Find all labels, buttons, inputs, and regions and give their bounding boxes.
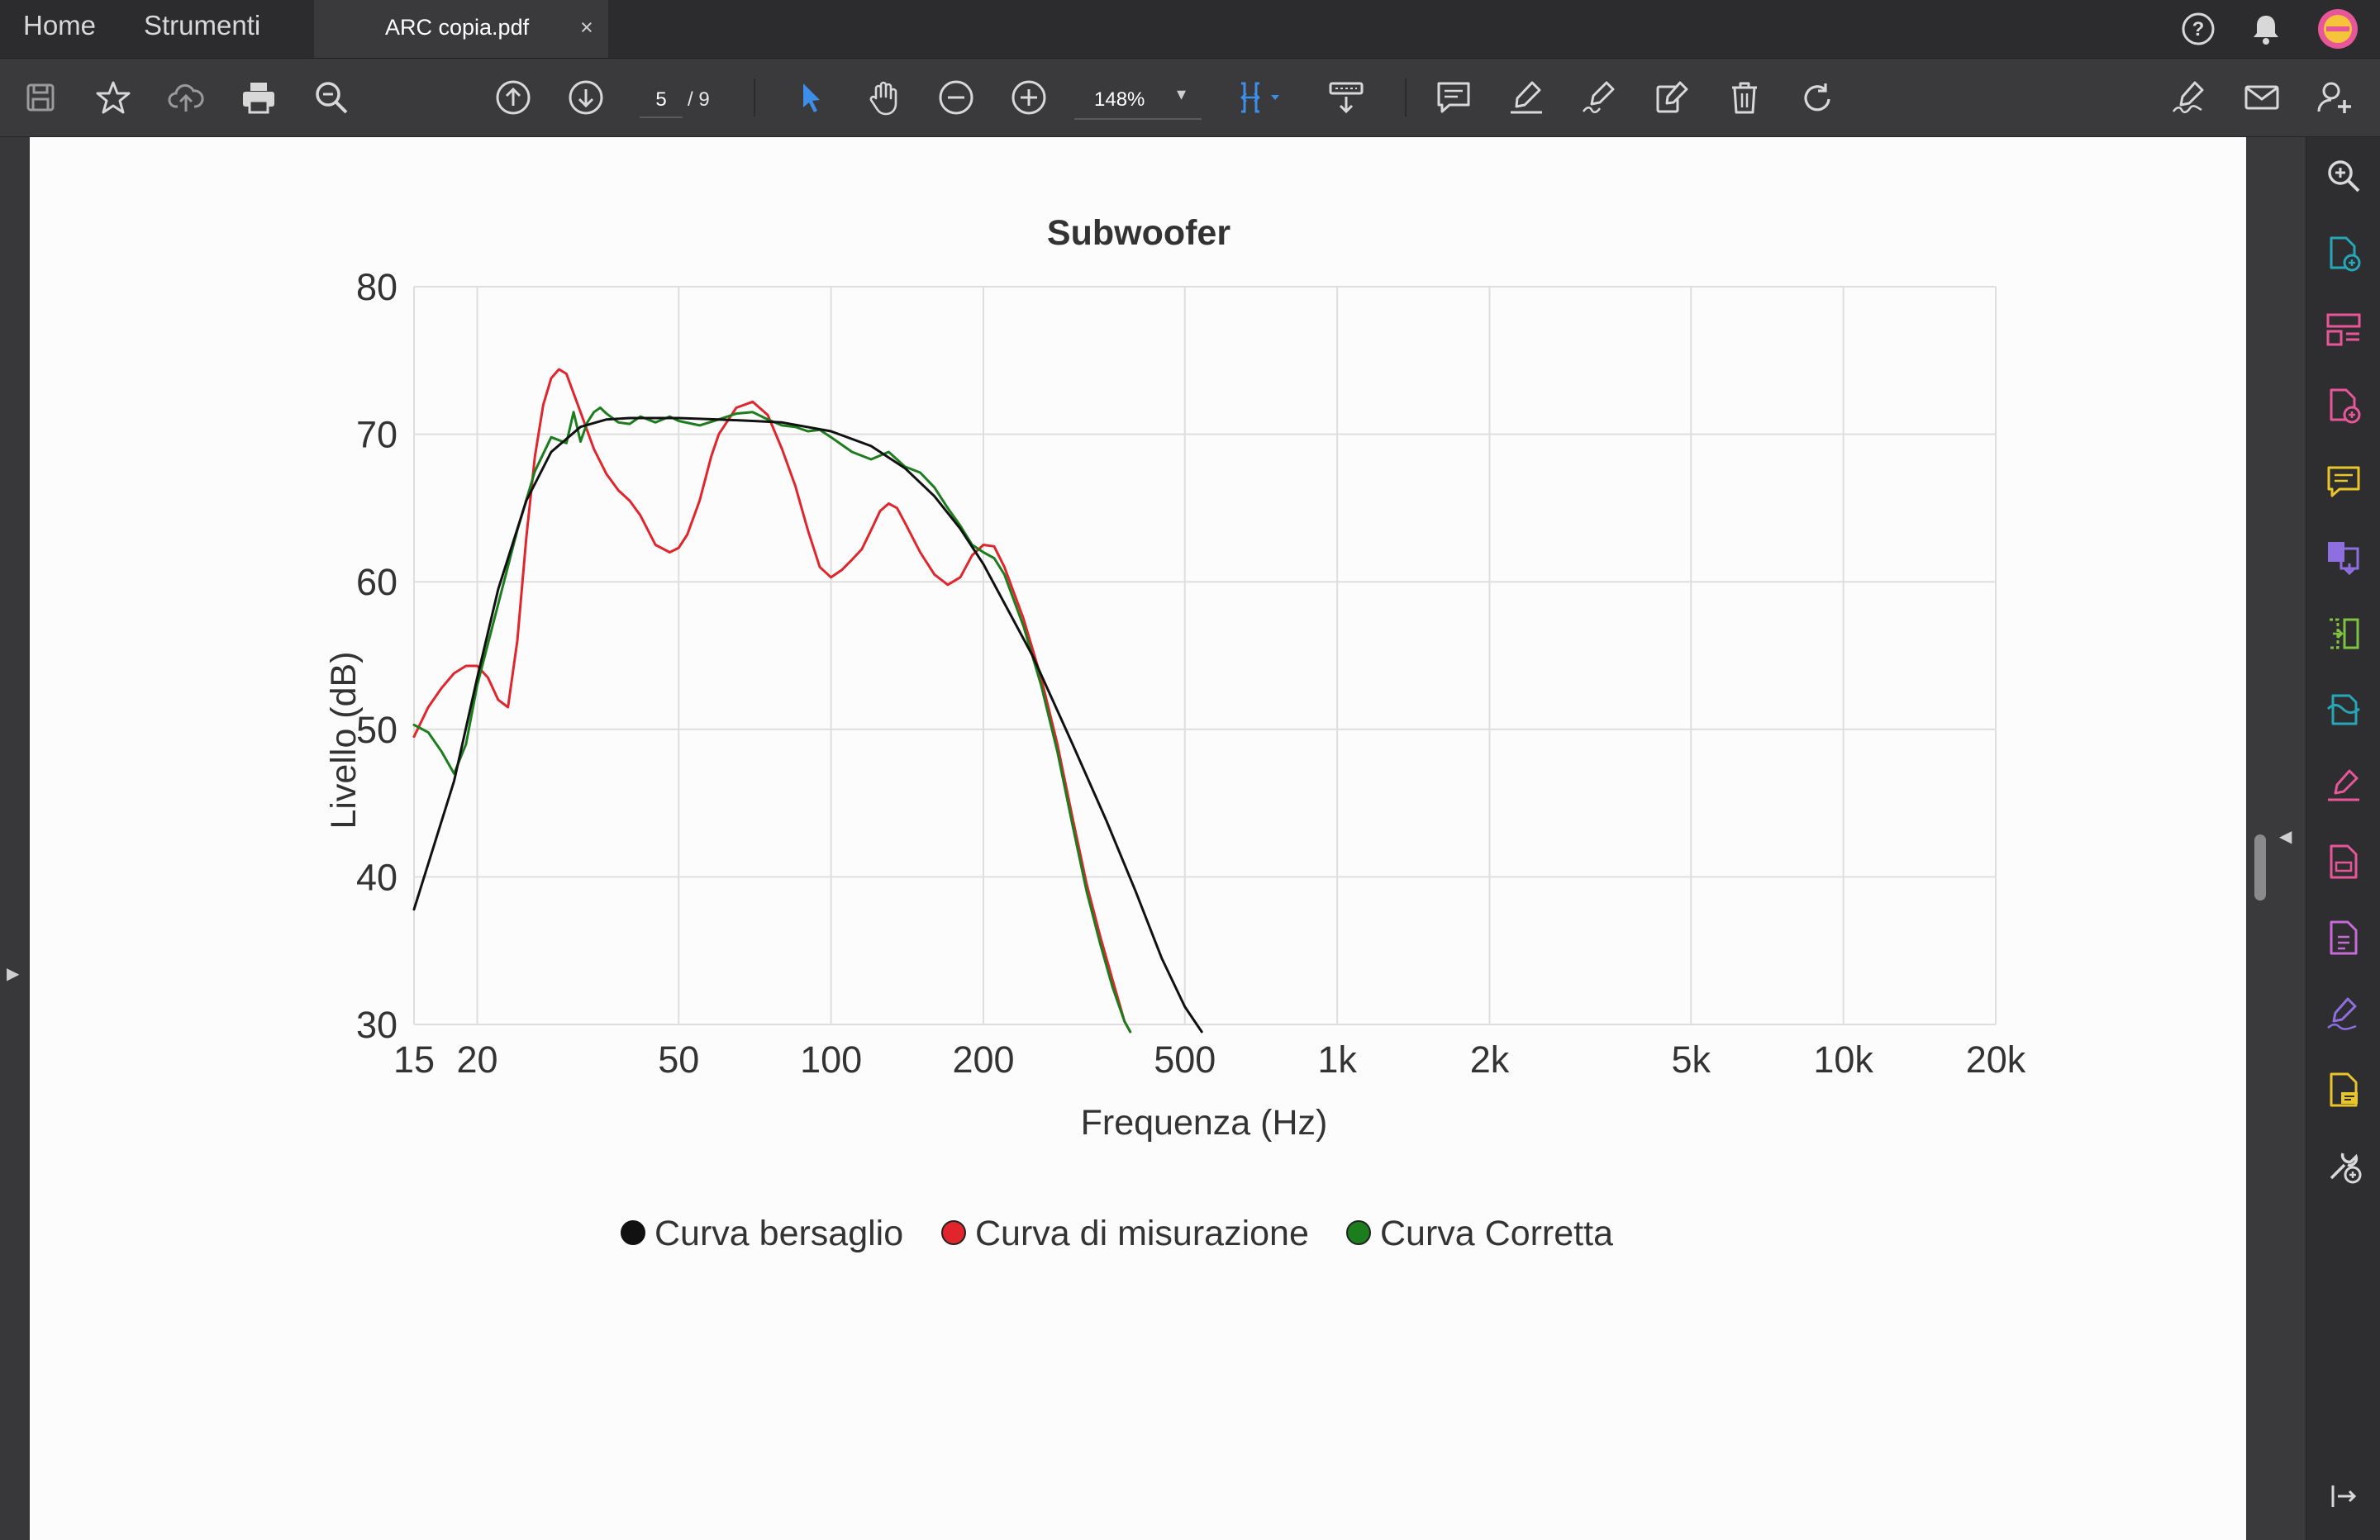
x-tick-label: 2k bbox=[1470, 1039, 1510, 1081]
legend-measured-marker bbox=[941, 1220, 966, 1245]
toolbar-divider bbox=[754, 78, 755, 116]
more-tools-icon[interactable] bbox=[2323, 1145, 2364, 1186]
tab-tools[interactable]: Strumenti bbox=[144, 10, 261, 40]
zoom-search-icon[interactable] bbox=[2323, 155, 2364, 197]
sign-icon[interactable] bbox=[2323, 993, 2364, 1034]
x-tick-label: 15 bbox=[393, 1039, 435, 1081]
zoom-select[interactable]: 148% ▾ bbox=[1074, 77, 1202, 120]
x-tick-label: 50 bbox=[658, 1039, 699, 1081]
comment-icon[interactable] bbox=[1433, 77, 1474, 118]
page-up-icon[interactable] bbox=[493, 77, 534, 118]
expand-left-panel-icon[interactable]: ▶ bbox=[7, 965, 20, 983]
x-axis-title: Frequenza (Hz) bbox=[1081, 1103, 1328, 1143]
y-tick-label: 50 bbox=[356, 709, 397, 751]
chart-title: Subwoofer bbox=[1047, 213, 1230, 253]
scrollbar-thumb[interactable] bbox=[2254, 834, 2266, 901]
hand-icon[interactable] bbox=[863, 77, 904, 118]
page-total: / 9 bbox=[688, 88, 710, 111]
chart-legend: Curva bersaglio Curva di misurazione Curva… bbox=[621, 1214, 1613, 1253]
corrected-curve-line bbox=[412, 406, 1132, 1034]
legend-corrected-marker bbox=[1346, 1220, 1371, 1245]
select-arrow-icon[interactable] bbox=[790, 77, 831, 118]
rotate-icon[interactable] bbox=[1797, 77, 1838, 118]
x-tick-label: 5k bbox=[1671, 1039, 1711, 1081]
y-tick-label: 30 bbox=[356, 1004, 397, 1046]
chart-series bbox=[412, 368, 1203, 1034]
star-icon[interactable] bbox=[93, 77, 134, 118]
y-tick-label: 60 bbox=[356, 561, 397, 603]
email-icon[interactable] bbox=[2241, 77, 2282, 118]
compare-icon[interactable] bbox=[2323, 613, 2364, 654]
combine-files-icon[interactable] bbox=[2323, 537, 2364, 578]
tab-document[interactable]: ARC copia.pdf × bbox=[314, 0, 608, 58]
x-tick-label: 500 bbox=[1154, 1039, 1216, 1081]
notes-icon[interactable] bbox=[2323, 1069, 2364, 1110]
zoom-search-icon[interactable] bbox=[311, 77, 352, 118]
tab-bar: Home Strumenti ARC copia.pdf × ? bbox=[0, 0, 2380, 59]
scroll-mode-icon[interactable] bbox=[1326, 77, 1367, 118]
save-icon[interactable] bbox=[20, 77, 61, 118]
edit-pdf-icon[interactable] bbox=[2323, 841, 2364, 882]
create-pdf-icon[interactable] bbox=[2323, 233, 2364, 274]
x-tick-label: 20 bbox=[456, 1039, 497, 1081]
highlight-icon[interactable] bbox=[1506, 77, 1547, 118]
fill-sign-icon[interactable] bbox=[2168, 77, 2210, 118]
help-icon[interactable]: ? bbox=[2180, 11, 2216, 47]
zoom-in-icon[interactable] bbox=[1008, 77, 1050, 118]
tab-home[interactable]: Home bbox=[23, 10, 97, 40]
organize-pages-icon[interactable] bbox=[2323, 309, 2364, 350]
x-tick-label: 20k bbox=[1966, 1039, 2026, 1081]
x-tick-label: 100 bbox=[800, 1039, 862, 1081]
fill-sign-icon[interactable] bbox=[2323, 765, 2364, 806]
bell-icon[interactable] bbox=[2248, 11, 2284, 47]
comment-icon[interactable] bbox=[2323, 461, 2364, 502]
protect-icon[interactable] bbox=[2323, 917, 2364, 958]
zoom-value: 148% bbox=[1094, 88, 1145, 111]
toolbar-divider bbox=[1405, 78, 1407, 116]
collapse-panel-icon[interactable] bbox=[2323, 1476, 2364, 1517]
add-user-icon[interactable] bbox=[2314, 77, 2355, 118]
scan-icon[interactable] bbox=[2323, 689, 2364, 730]
sign-pen-icon[interactable] bbox=[1578, 77, 1620, 118]
delete-icon[interactable] bbox=[1724, 77, 1765, 118]
edit-text-icon[interactable] bbox=[1651, 77, 1692, 118]
y-axis-title: Livello (dB) bbox=[324, 651, 364, 829]
target-curve-line bbox=[412, 416, 1203, 1034]
toolbar: / 9 148% ▾ bbox=[0, 59, 2380, 137]
x-tick-label: 200 bbox=[952, 1039, 1014, 1081]
fit-page-icon[interactable] bbox=[1233, 77, 1291, 118]
document-tab-label: ARC copia.pdf bbox=[385, 15, 530, 40]
avatar[interactable] bbox=[2317, 8, 2359, 50]
print-icon[interactable] bbox=[238, 77, 279, 118]
export-pdf-icon[interactable] bbox=[2323, 385, 2364, 426]
chart: Subwoofer 15 20 50 100 200 500 1k 2k 5k 10k 20k 30 4… bbox=[324, 213, 2026, 1253]
x-tick-label: 1k bbox=[1317, 1039, 1357, 1081]
legend-measured-label: Curva di misurazione bbox=[975, 1214, 1309, 1253]
tools-panel bbox=[2306, 137, 2380, 1540]
zoom-out-icon[interactable] bbox=[935, 77, 977, 118]
page-down-icon[interactable] bbox=[565, 77, 607, 118]
svg-text:?: ? bbox=[2192, 18, 2205, 40]
legend-target-label: Curva bersaglio bbox=[654, 1214, 903, 1253]
chevron-down-icon: ▾ bbox=[1177, 83, 1187, 104]
chart-ticks: 15 20 50 100 200 500 1k 2k 5k 10k 20k 30 40 50 60 70 80 bbox=[356, 266, 2026, 1081]
chart-grid bbox=[413, 286, 1997, 1025]
measured-curve-line bbox=[412, 368, 1132, 1034]
legend-target-marker bbox=[621, 1220, 645, 1245]
y-tick-label: 70 bbox=[356, 414, 397, 456]
close-tab-button[interactable]: × bbox=[580, 15, 593, 40]
page-number-input[interactable] bbox=[640, 83, 683, 118]
cloud-upload-icon[interactable] bbox=[165, 77, 207, 118]
y-tick-label: 80 bbox=[356, 266, 397, 308]
left-panel-gutter: ▶ bbox=[0, 137, 30, 1540]
y-tick-label: 40 bbox=[356, 856, 397, 898]
collapse-right-panel-icon[interactable]: ◀ bbox=[2279, 828, 2292, 846]
legend-corrected-label: Curva Corretta bbox=[1380, 1214, 1613, 1253]
x-tick-label: 10k bbox=[1813, 1039, 1873, 1081]
pdf-page: Subwoofer 15 20 50 100 200 500 1k 2k 5k 10k 20k 30 4… bbox=[30, 137, 2246, 1540]
